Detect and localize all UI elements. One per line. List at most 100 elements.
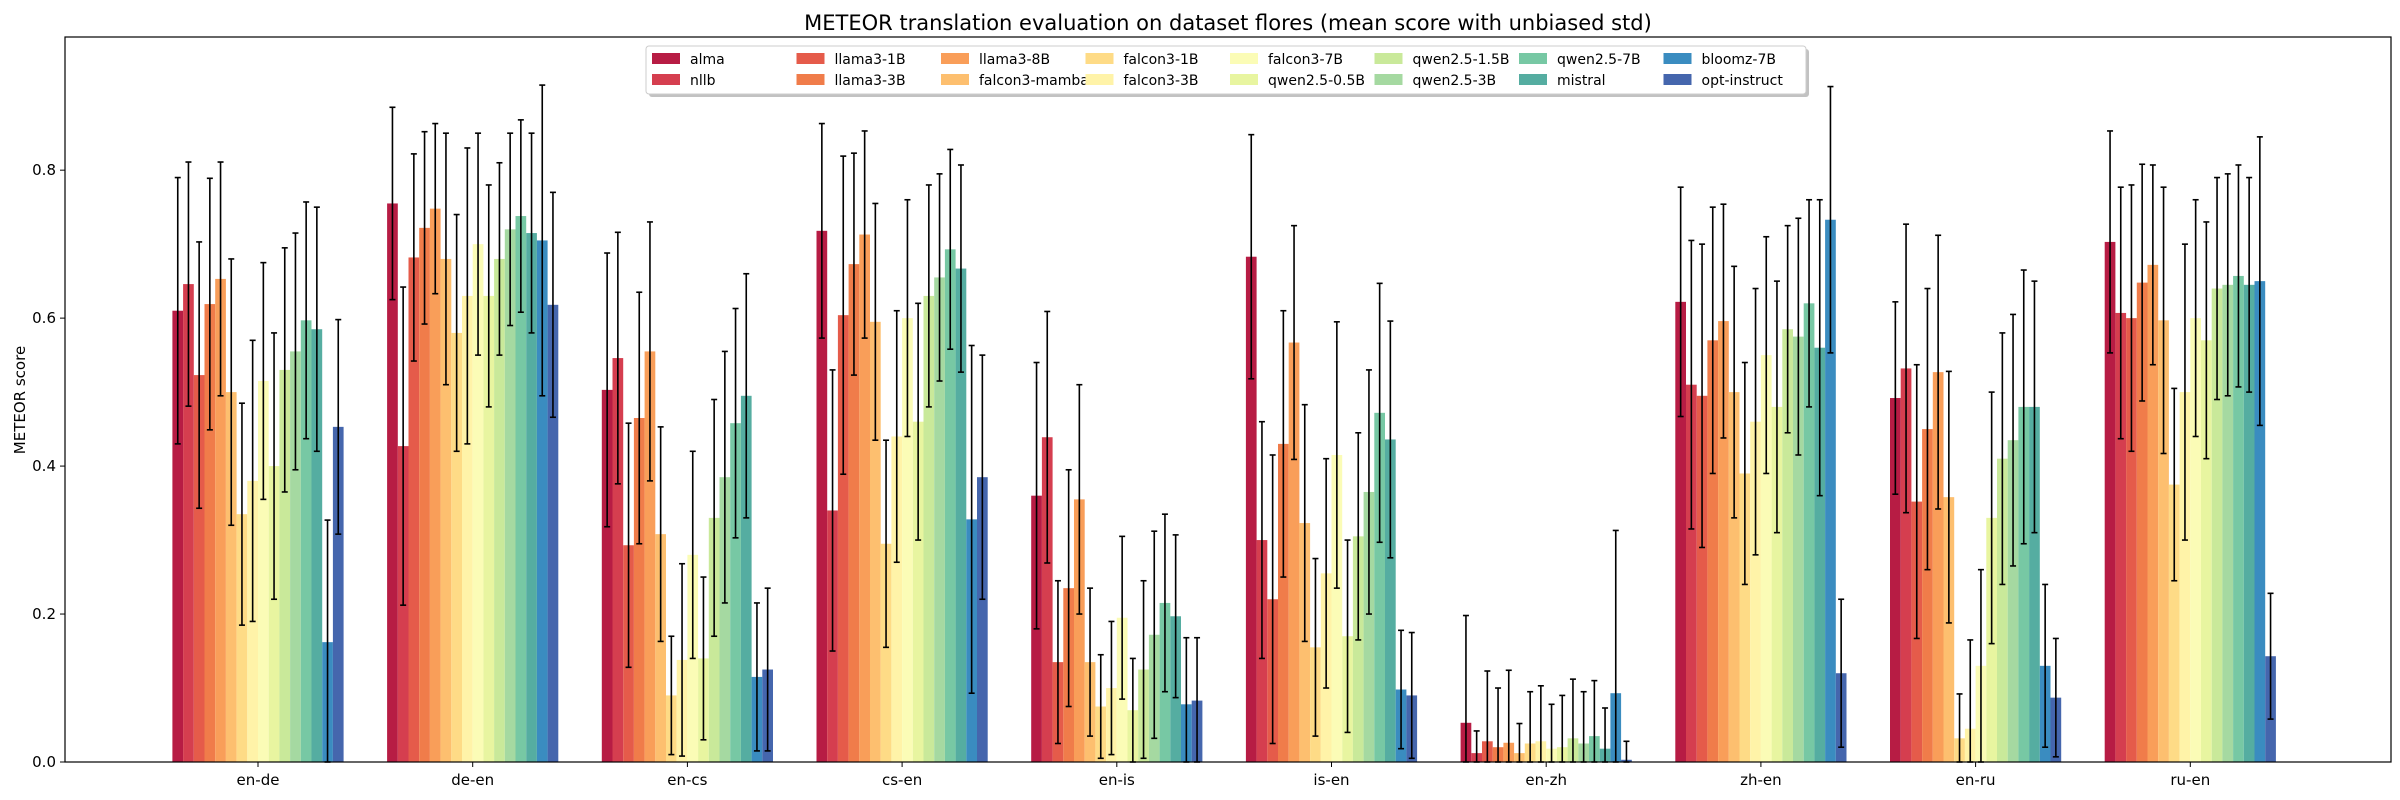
bar-qwen2.5-1.5B-zh-en	[1782, 329, 1793, 762]
error-bar-llama3-1B-is-en	[1269, 454, 1276, 745]
bar-mistral-en-cs	[740, 395, 752, 762]
bar-falcon3-1B-zh-en	[1739, 473, 1751, 762]
bar-llama3-8B-en-is	[1074, 499, 1085, 762]
error-bar-falcon3-mamba-ru-en	[2160, 186, 2167, 455]
error-bar-qwen2.5-3B-en-ru	[2010, 313, 2017, 567]
error-bar-llama3-3B-en-ru	[1924, 287, 1931, 571]
bar-llama3-3B-cs-en	[848, 264, 860, 762]
x-tick-label-en-ru: en-ru	[1956, 771, 1996, 789]
bar-llama3-3B-en-de	[204, 304, 216, 762]
bar-alma-is-en	[1245, 256, 1257, 762]
bar-falcon3-3B-de-en	[462, 295, 473, 762]
y-tick-label-0.2: 0.2	[32, 605, 56, 623]
error-bar-llama3-1B-ru-en	[2128, 184, 2135, 453]
error-bar-llama3-3B-ru-en	[2139, 163, 2146, 402]
bar-llama3-8B-cs-en	[859, 234, 870, 762]
error-bar-qwen2.5-1.5B-zh-en	[1784, 224, 1791, 434]
error-bar-llama3-1B-en-is	[1054, 579, 1061, 745]
error-bar-falcon3-3B-is-en	[1323, 457, 1330, 689]
legend-label-falcon3-7B: falcon3-7B	[1268, 52, 1343, 68]
bar-qwen2.5-7B-en-ru	[2018, 406, 2030, 762]
bar-qwen2.5-3B-ru-en	[2222, 284, 2234, 762]
bar-mistral-is-en	[1385, 439, 1396, 762]
bar-qwen2.5-7B-de-en	[515, 216, 527, 762]
plot-frame	[64, 36, 2392, 763]
error-bar-falcon3-7B-ru-en	[2192, 198, 2199, 438]
error-bar-nllb-is-en	[1258, 420, 1265, 660]
error-bar-llama3-3B-en-cs	[636, 291, 643, 545]
error-bar-mistral-de-en	[528, 132, 535, 334]
error-bar-llama3-8B-cs-en	[861, 130, 868, 339]
bar-falcon3-mamba-en-de	[225, 392, 237, 762]
error-bar-falcon3-1B-en-cs	[668, 635, 675, 756]
error-bar-qwen2.5-7B-de-en	[517, 119, 524, 314]
error-bar-opt-instruct-en-cs	[764, 587, 771, 752]
error-bar-llama3-8B-ru-en	[2149, 164, 2156, 366]
error-bar-falcon3-7B-de-en	[475, 132, 482, 356]
error-bar-falcon3-mamba-en-ru	[1945, 370, 1952, 624]
error-bar-nllb-zh-en	[1688, 239, 1695, 530]
bars-layer	[172, 203, 2276, 763]
error-bar-nllb-cs-en	[829, 369, 836, 652]
bar-falcon3-mamba-cs-en	[870, 321, 881, 762]
legend-label-opt-instruct: opt-instruct	[1702, 73, 1784, 89]
bar-bloomz-7B-ru-en	[2254, 281, 2266, 762]
error-bar-mistral-en-is	[1172, 534, 1179, 699]
error-bar-llama3-8B-de-en	[432, 122, 439, 295]
bar-qwen2.5-0.5B-cs-en	[912, 421, 924, 762]
error-bar-falcon3-7B-en-de	[260, 261, 267, 501]
bar-mistral-en-ru	[2029, 406, 2040, 762]
error-bar-falcon3-7B-cs-en	[904, 198, 911, 438]
y-tick-label-0.6: 0.6	[32, 309, 56, 327]
error-bar-llama3-8B-en-is	[1076, 383, 1083, 615]
bar-falcon3-3B-zh-en	[1750, 421, 1761, 762]
bar-qwen2.5-0.5B-ru-en	[2201, 340, 2212, 762]
error-bar-bloomz-7B-cs-en	[968, 344, 975, 694]
legend: alma nllb llama3-1B llama3-3B llama3-8B falco…	[645, 45, 1809, 97]
legend-swatch-qwen2.5-7B	[1519, 53, 1547, 64]
bar-qwen2.5-1.5B-en-de	[279, 369, 291, 762]
bar-qwen2.5-3B-de-en	[504, 229, 516, 763]
error-bar-qwen2.5-3B-en-cs	[721, 350, 728, 604]
legend-swatch-opt-instruct	[1663, 74, 1692, 85]
x-tick-label-en-is: en-is	[1099, 771, 1135, 789]
bar-llama3-3B-en-cs	[633, 417, 645, 762]
error-bar-bloomz-7B-ru-en	[2256, 136, 2263, 427]
error-bar-opt-instruct-zh-en	[1838, 598, 1845, 749]
error-bar-falcon3-mamba-de-en	[442, 132, 449, 386]
bar-qwen2.5-1.5B-cs-en	[923, 295, 935, 762]
bar-qwen2.5-7B-cs-en	[944, 249, 956, 762]
legend-swatch-falcon3-3B	[1085, 74, 1114, 85]
legend-swatch-bloomz-7B	[1663, 53, 1692, 64]
error-bar-alma-ru-en	[2107, 130, 2114, 354]
error-bar-mistral-is-en	[1387, 320, 1394, 559]
error-bar-qwen2.5-1.5B-en-is	[1140, 579, 1147, 760]
error-bar-llama3-8B-is-en	[1291, 224, 1298, 461]
x-tick-label-de-en: de-en	[451, 771, 494, 789]
legend-swatch-qwen2.5-0.5B	[1230, 74, 1258, 85]
error-bar-falcon3-1B-is-en	[1312, 557, 1319, 737]
bar-qwen2.5-1.5B-ru-en	[2211, 288, 2223, 762]
error-bar-qwen2.5-7B-cs-en	[947, 148, 954, 350]
error-bar-falcon3-1B-zh-en	[1741, 361, 1748, 586]
error-bar-falcon3-7B-en-cs	[689, 450, 696, 660]
error-bar-opt-instruct-en-ru	[2052, 637, 2059, 758]
bar-llama3-1B-en-de	[193, 375, 205, 762]
error-bar-qwen2.5-0.5B-cs-en	[915, 302, 922, 541]
x-tick-label-ru-en: ru-en	[2170, 771, 2210, 789]
bar-falcon3-1B-cs-en	[880, 543, 892, 762]
legend-label-bloomz-7B: bloomz-7B	[1702, 52, 1776, 68]
error-bar-mistral-ru-en	[2246, 176, 2253, 393]
error-bar-qwen2.5-7B-is-en	[1376, 282, 1383, 544]
bar-nllb-ru-en	[2115, 312, 2127, 762]
error-bar-opt-instruct-ru-en	[2267, 592, 2274, 720]
bar-qwen2.5-7B-zh-en	[1803, 303, 1815, 762]
error-bar-bloomz-7B-de-en	[539, 84, 546, 397]
legend-label-qwen2.5-0.5B: qwen2.5-0.5B	[1268, 73, 1365, 89]
error-bar-falcon3-1B-ru-en	[2171, 387, 2178, 582]
error-bar-falcon3-3B-cs-en	[893, 309, 900, 564]
bar-falcon3-mamba-is-en	[1299, 523, 1311, 762]
error-bar-qwen2.5-3B-is-en	[1365, 369, 1372, 615]
error-bar-qwen2.5-0.5B-en-cs	[700, 576, 707, 741]
